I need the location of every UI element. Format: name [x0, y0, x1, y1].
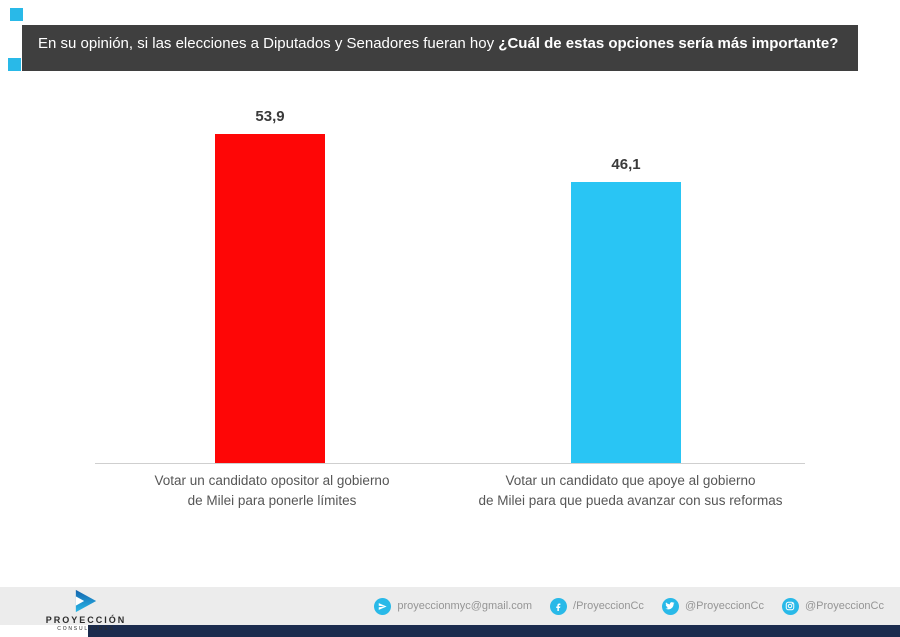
contact-email-text: proyeccionmyc@gmail.com	[397, 600, 533, 612]
accent-square-bottom	[8, 58, 21, 71]
facebook-icon	[550, 597, 568, 615]
twitter-icon	[661, 597, 679, 615]
category-label-support: Votar un candidato que apoye al gobierno…	[433, 471, 828, 510]
bar-value-label-opposition: 53,9	[255, 108, 285, 125]
contact-twitter-text: @ProyeccionCc	[684, 600, 764, 612]
footer-bar: proyeccionmyc@gmail.com /ProyeccionCc @P…	[0, 587, 900, 625]
logo-arrow-icon	[75, 589, 97, 613]
logo-subtitle: CONSULTORES	[57, 626, 115, 632]
bar-value-label-support: 46,1	[611, 156, 641, 173]
logo-name: PROYECCIÓN	[45, 615, 127, 625]
instagram-icon	[781, 597, 799, 615]
contact-email[interactable]: proyeccionmyc@gmail.com	[374, 597, 533, 615]
question-text-bold: ¿Cuál de estas opciones sería más import…	[498, 35, 839, 52]
bottom-strip	[88, 625, 900, 637]
send-icon	[374, 597, 392, 615]
contact-facebook[interactable]: /ProyeccionCc	[550, 597, 644, 615]
category-line: Votar un candidato que apoye al gobierno	[505, 473, 756, 488]
contact-facebook-text: /ProyeccionCc	[573, 600, 644, 612]
question-banner: En su opinión, si las elecciones a Diput…	[22, 25, 858, 71]
category-line: de Milei para que pueda avanzar con sus …	[478, 492, 783, 508]
bar-column-support: 46,1	[571, 156, 681, 463]
logo: PROYECCIÓN CONSULTORES	[42, 589, 130, 632]
social-links: proyeccionmyc@gmail.com /ProyeccionCc @P…	[374, 587, 884, 625]
x-axis-line	[95, 463, 805, 464]
category-label-opposition: Votar un candidato opositor al gobierno …	[87, 471, 457, 510]
contact-instagram-text: @ProyeccionCc	[804, 600, 884, 612]
bar-support	[571, 182, 681, 463]
question-text: En su opinión, si las elecciones a Diput…	[38, 35, 499, 52]
category-line: de Milei para ponerle límites	[187, 492, 357, 508]
bar-column-opposition: 53,9	[215, 108, 325, 463]
contact-twitter[interactable]: @ProyeccionCc	[661, 597, 764, 615]
contact-instagram[interactable]: @ProyeccionCc	[781, 597, 884, 615]
accent-square-top	[10, 8, 23, 21]
bar-opposition	[215, 134, 325, 463]
category-line: Votar un candidato opositor al gobierno	[154, 473, 390, 488]
